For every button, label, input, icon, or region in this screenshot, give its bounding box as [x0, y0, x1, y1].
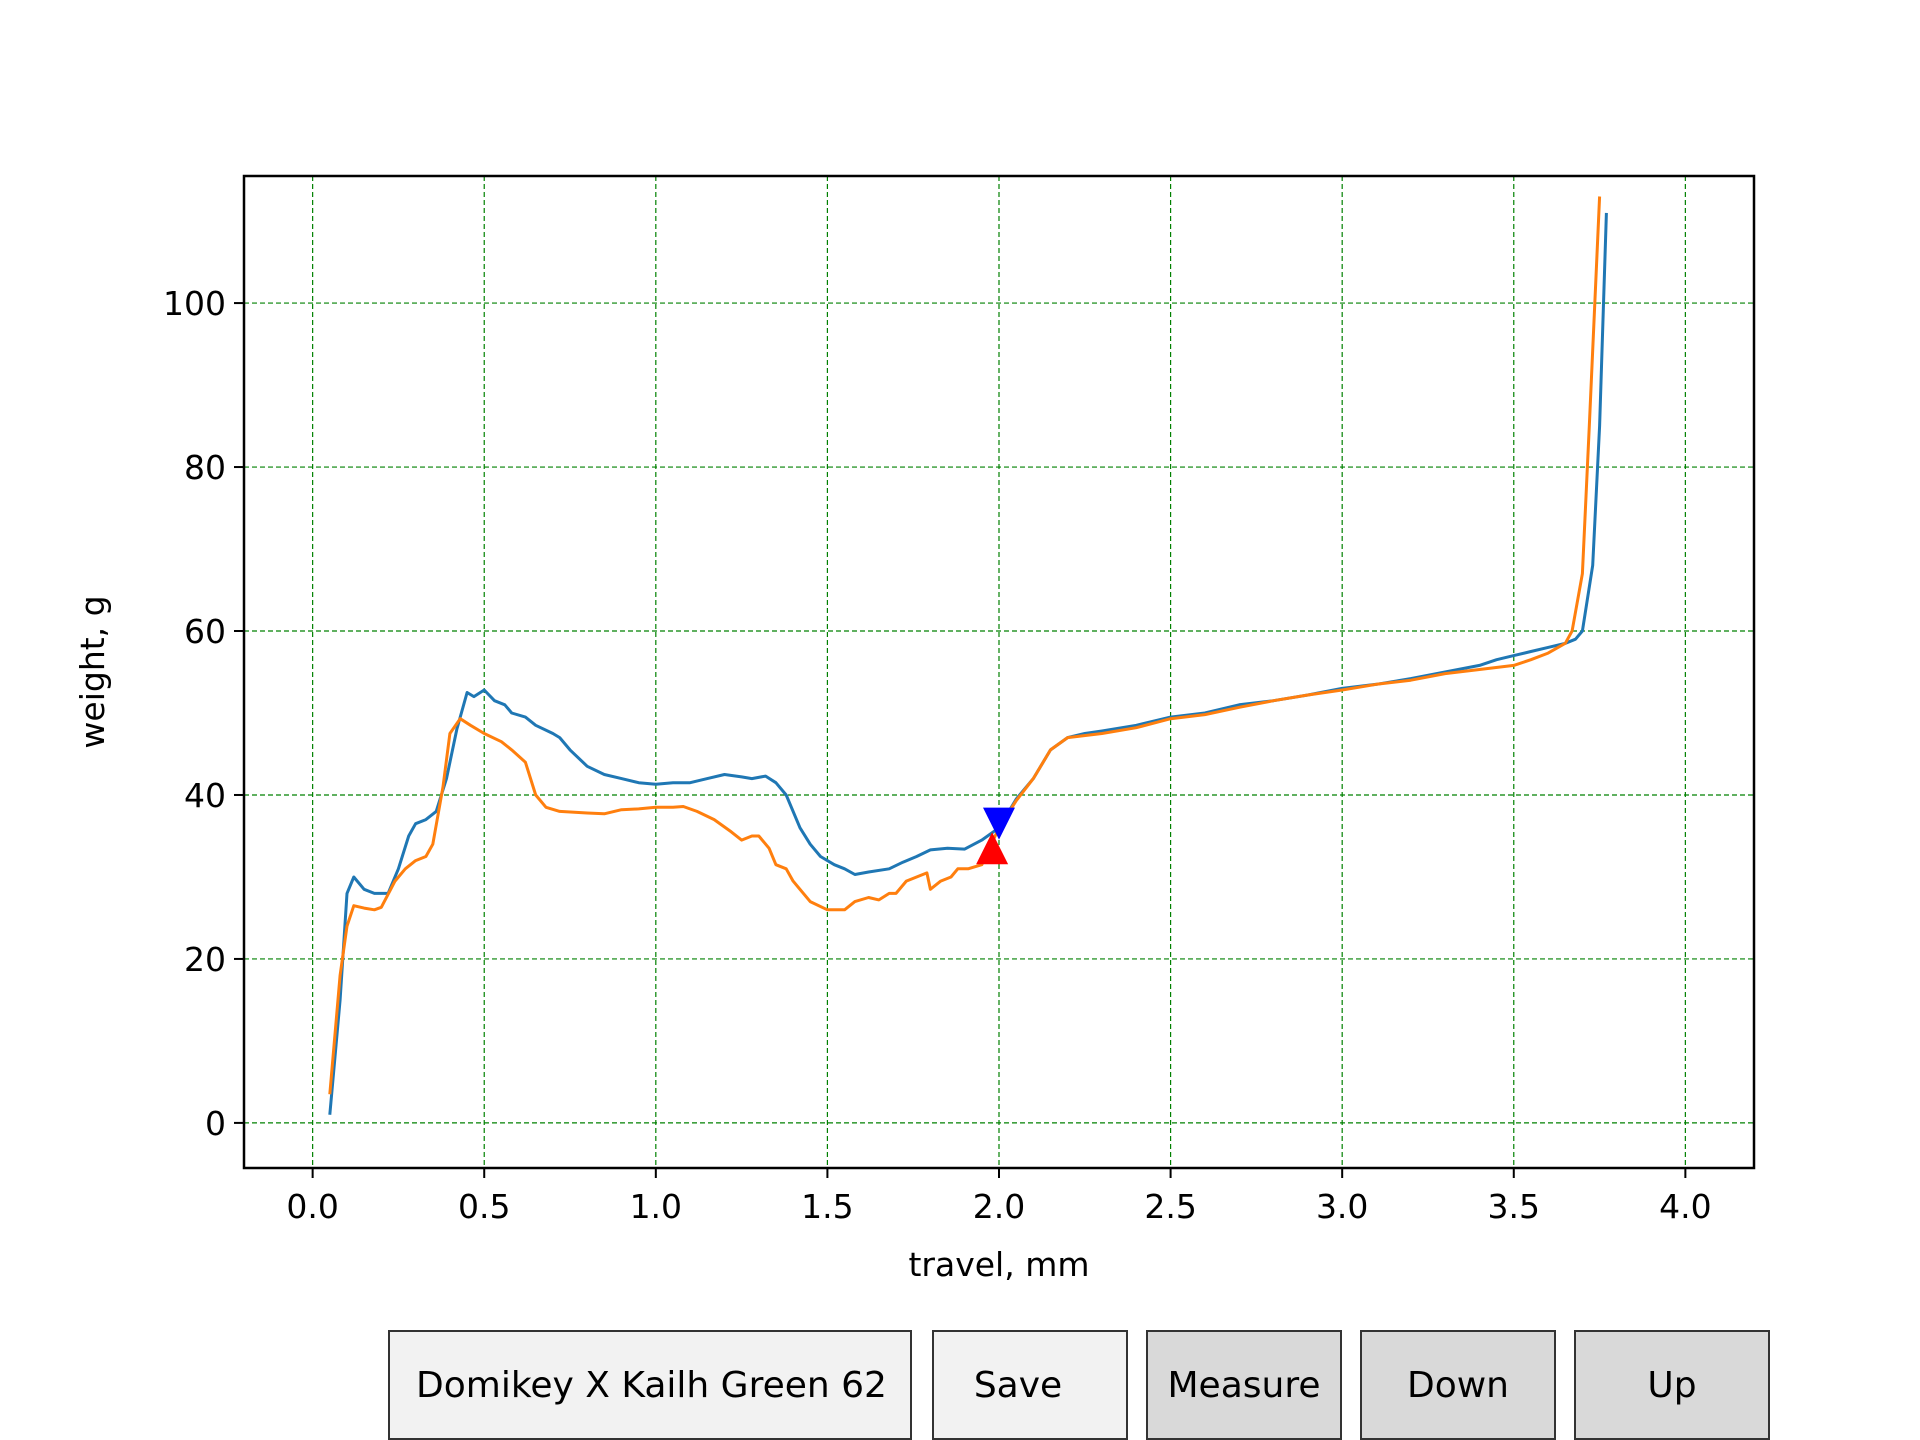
x-axis-label: travel, mm — [908, 1245, 1089, 1284]
axis-ticks: 0.0 0.5 1.0 1.5 2.0 2.5 3.0 3.5 4.0 0 20 40 60 80 100 — [163, 284, 1712, 1226]
y-tick-label: 100 — [163, 284, 226, 323]
switch-name-input[interactable]: Domikey X Kailh Green 62 — [388, 1330, 912, 1440]
y-tick-label: 0 — [205, 1104, 226, 1143]
measure-button-label: Measure — [1167, 1364, 1321, 1406]
y-tick-label: 80 — [184, 448, 226, 487]
markers — [976, 807, 1015, 865]
x-tick-label: 0.5 — [458, 1187, 510, 1226]
save-button[interactable]: Save — [932, 1330, 1128, 1440]
save-button-label: Save — [973, 1364, 1063, 1406]
x-tick-label: 3.5 — [1488, 1187, 1540, 1226]
down-button[interactable]: Down — [1360, 1330, 1556, 1440]
up-button[interactable]: Up — [1574, 1330, 1770, 1440]
up-button-label: Up — [1647, 1364, 1697, 1406]
down-button-label: Down — [1406, 1364, 1509, 1406]
switch-name-value: Domikey X Kailh Green 62 — [416, 1364, 887, 1406]
x-tick-label: 0.0 — [286, 1187, 338, 1226]
x-tick-label: 1.5 — [801, 1187, 853, 1226]
y-tick-label: 20 — [184, 940, 226, 979]
x-tick-label: 1.0 — [630, 1187, 682, 1226]
series-line-1 — [328, 212, 1608, 1115]
y-axis-label: weight, g — [73, 595, 112, 748]
measure-button[interactable]: Measure — [1146, 1330, 1342, 1440]
series-lines — [328, 196, 1608, 1115]
grid — [244, 176, 1754, 1168]
x-tick-label: 2.5 — [1144, 1187, 1196, 1226]
triangle-down-marker — [983, 807, 1015, 840]
series-line-2 — [328, 196, 1602, 1095]
triangle-up-marker — [976, 832, 1009, 865]
y-tick-label: 40 — [184, 776, 226, 815]
x-tick-label: 2.0 — [973, 1187, 1025, 1226]
x-tick-label: 3.0 — [1316, 1187, 1368, 1226]
x-tick-label: 4.0 — [1659, 1187, 1711, 1226]
y-tick-label: 60 — [184, 612, 226, 651]
